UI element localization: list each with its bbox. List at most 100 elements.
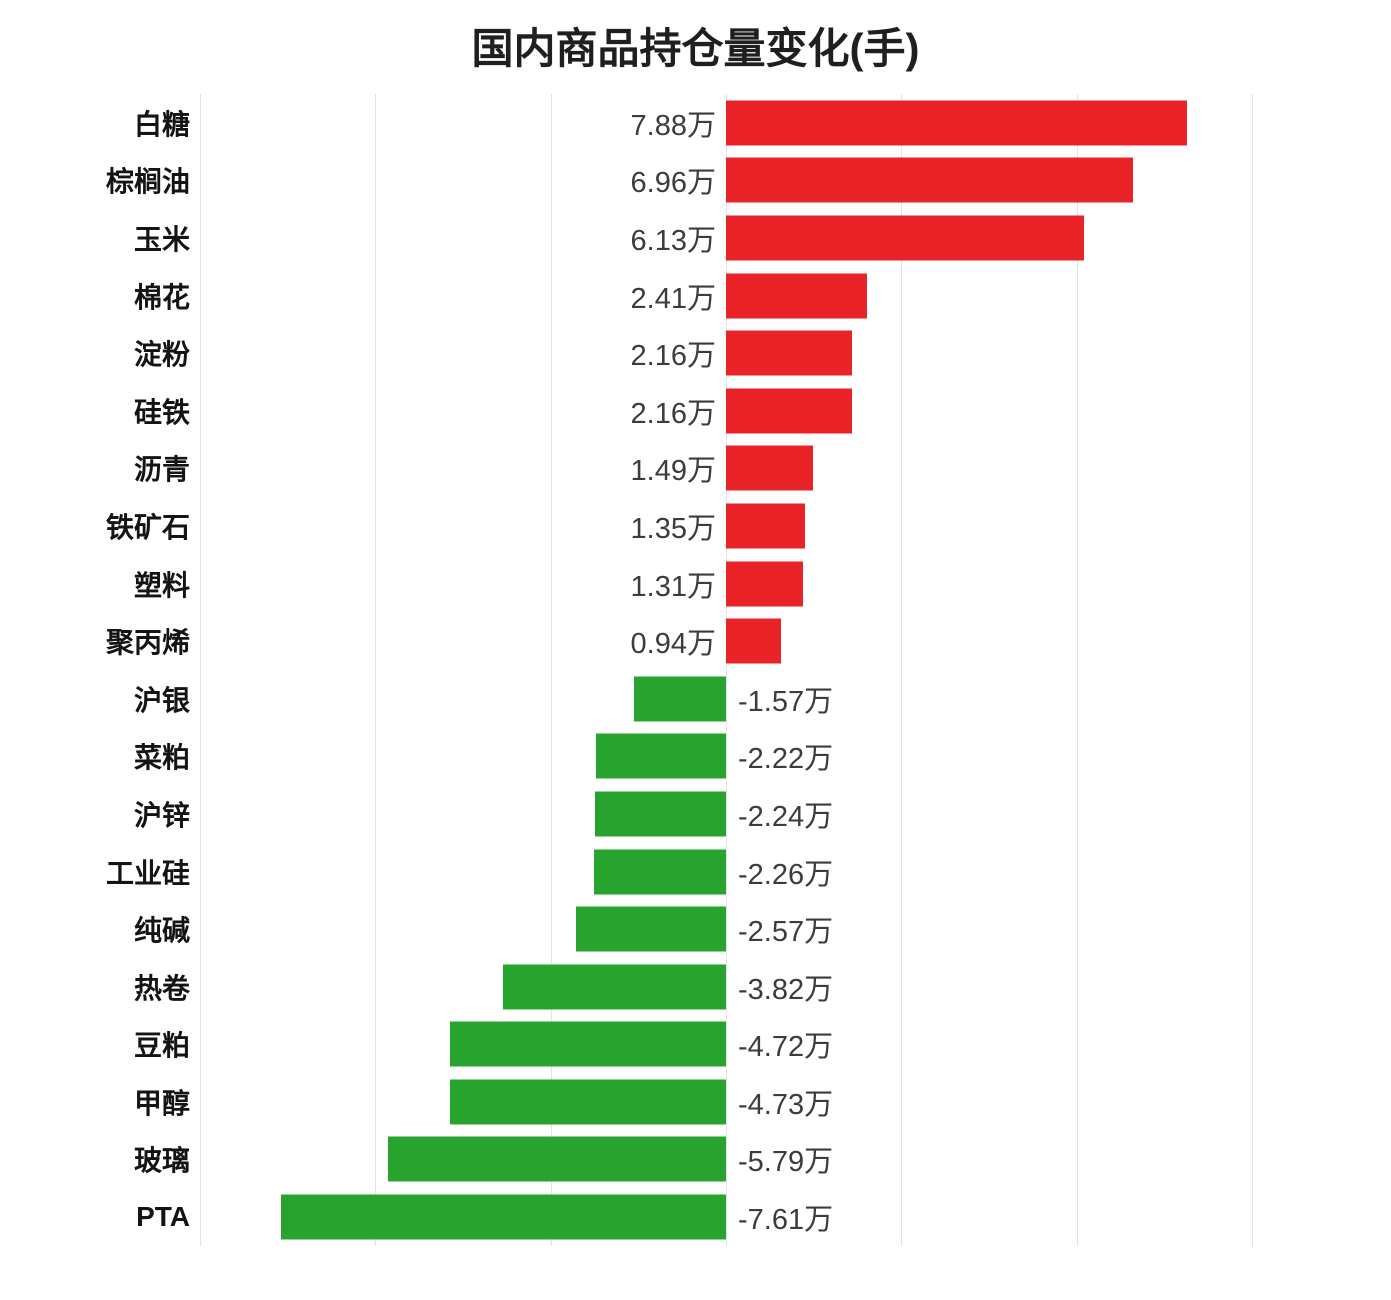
chart-row: PTA -7.61万 <box>0 1188 1391 1246</box>
plot-area: -2.26万 <box>200 843 1252 901</box>
chart-row: 豆粕 -4.72万 <box>0 1016 1391 1074</box>
plot-area: 6.96万 <box>200 152 1252 210</box>
gridline <box>726 94 727 1246</box>
value-label: -1.57万 <box>738 685 834 718</box>
category-label: 棉花 <box>133 281 190 313</box>
chart-row: 工业硅 -2.26万 <box>0 843 1391 901</box>
chart-title: 国内商品持仓量变化(手) <box>471 25 920 72</box>
negative-bar <box>450 1021 726 1067</box>
value-label: -2.57万 <box>738 916 834 949</box>
plot-area: -1.57万 <box>200 670 1252 728</box>
gridline <box>375 94 377 1246</box>
plot-area: -3.82万 <box>200 958 1252 1016</box>
plot-area: 0.94万 <box>200 612 1252 670</box>
value-label: 1.49万 <box>630 455 716 488</box>
value-label: 2.16万 <box>630 340 716 373</box>
gridline <box>901 94 903 1246</box>
plot-area: 1.35万 <box>200 497 1252 555</box>
plot-area: 2.41万 <box>200 267 1252 325</box>
value-label: 2.41万 <box>630 282 716 315</box>
category-label: 沥青 <box>133 454 190 486</box>
value-label: -2.26万 <box>738 858 834 891</box>
plot-area: -2.24万 <box>200 785 1252 843</box>
chart-row: 淀粉 2.16万 <box>0 324 1391 382</box>
value-label: 2.16万 <box>630 397 716 430</box>
value-label: -5.79万 <box>738 1146 834 1179</box>
grid-layer <box>200 94 1253 1246</box>
category-label: 白糖 <box>133 108 190 140</box>
positive-bar <box>726 503 805 549</box>
chart-row: 聚丙烯 0.94万 <box>0 612 1391 670</box>
negative-bar <box>387 1136 726 1182</box>
negative-bar <box>593 849 726 895</box>
positive-bar <box>726 445 814 491</box>
positive-bar <box>726 100 1187 146</box>
value-label: -7.61万 <box>738 1204 834 1237</box>
plot-area: 1.49万 <box>200 440 1252 498</box>
chart-body: 白糖 7.88万 棕榈油 6.96万 玉米 6.13万 棉花 2.41万 淀粉 2.16万 硅铁 2.… <box>0 94 1391 1246</box>
category-label: 硅铁 <box>133 396 190 428</box>
negative-bar <box>502 964 726 1010</box>
positive-bar <box>726 157 1133 203</box>
plot-area: 2.16万 <box>200 324 1252 382</box>
positive-bar <box>726 388 853 434</box>
chart-row: 塑料 1.31万 <box>0 555 1391 613</box>
plot-area: -2.57万 <box>200 900 1252 958</box>
category-label: 菜粕 <box>133 742 190 774</box>
chart-row: 纯碱 -2.57万 <box>0 900 1391 958</box>
plot-area: 6.13万 <box>200 209 1252 267</box>
chart-row: 铁矿石 1.35万 <box>0 497 1391 555</box>
category-label: PTA <box>136 1201 190 1233</box>
plot-area: 2.16万 <box>200 382 1252 440</box>
chart-row: 棕榈油 6.96万 <box>0 152 1391 210</box>
value-label: 7.88万 <box>630 109 716 142</box>
category-label: 塑料 <box>133 569 190 601</box>
positive-bar <box>726 618 781 664</box>
chart-row: 沪银 -1.57万 <box>0 670 1391 728</box>
category-label: 淀粉 <box>133 339 190 371</box>
positive-bar <box>726 273 867 319</box>
plot-area: -7.61万 <box>200 1188 1252 1246</box>
value-label: 6.13万 <box>630 224 716 257</box>
negative-bar <box>634 676 726 722</box>
negative-bar <box>596 733 726 779</box>
chart-row: 菜粕 -2.22万 <box>0 728 1391 786</box>
value-label: 6.96万 <box>630 167 716 200</box>
category-label: 铁矿石 <box>105 511 190 543</box>
plot-area: -5.79万 <box>200 1131 1252 1189</box>
chart-row: 热卷 -3.82万 <box>0 958 1391 1016</box>
value-label: -4.72万 <box>738 1031 834 1064</box>
plot-area: -4.73万 <box>200 1073 1252 1131</box>
chart-rows: 白糖 7.88万 棕榈油 6.96万 玉米 6.13万 棉花 2.41万 淀粉 2.16万 硅铁 2.… <box>0 94 1391 1246</box>
positive-bar <box>726 561 803 607</box>
gridline <box>200 94 201 1246</box>
chart-row: 玉米 6.13万 <box>0 209 1391 267</box>
chart-row: 棉花 2.41万 <box>0 267 1391 325</box>
value-label: -3.82万 <box>738 973 834 1006</box>
category-label: 沪银 <box>133 684 190 716</box>
value-label: 1.35万 <box>630 512 716 545</box>
chart-row: 玻璃 -5.79万 <box>0 1131 1391 1189</box>
plot-area: -2.22万 <box>200 728 1252 786</box>
value-label: -4.73万 <box>738 1088 834 1121</box>
plot-area: -4.72万 <box>200 1016 1252 1074</box>
chart-row: 沪锌 -2.24万 <box>0 785 1391 843</box>
category-label: 甲醇 <box>133 1087 190 1119</box>
gridline <box>550 94 552 1246</box>
chart-row: 甲醇 -4.73万 <box>0 1073 1391 1131</box>
category-label: 玻璃 <box>133 1145 190 1177</box>
value-label: -2.22万 <box>738 743 834 776</box>
chart-row: 沥青 1.49万 <box>0 440 1391 498</box>
chart-row: 硅铁 2.16万 <box>0 382 1391 440</box>
category-label: 玉米 <box>133 223 190 255</box>
category-label: 工业硅 <box>105 857 190 889</box>
category-label: 棕榈油 <box>105 166 190 198</box>
value-label: 1.31万 <box>630 570 716 603</box>
gridline <box>1252 94 1253 1246</box>
positive-bar <box>726 330 853 376</box>
plot-area: 7.88万 <box>200 94 1252 152</box>
value-label: -2.24万 <box>738 800 834 833</box>
category-label: 沪锌 <box>133 799 190 831</box>
chart-row: 白糖 7.88万 <box>0 94 1391 152</box>
